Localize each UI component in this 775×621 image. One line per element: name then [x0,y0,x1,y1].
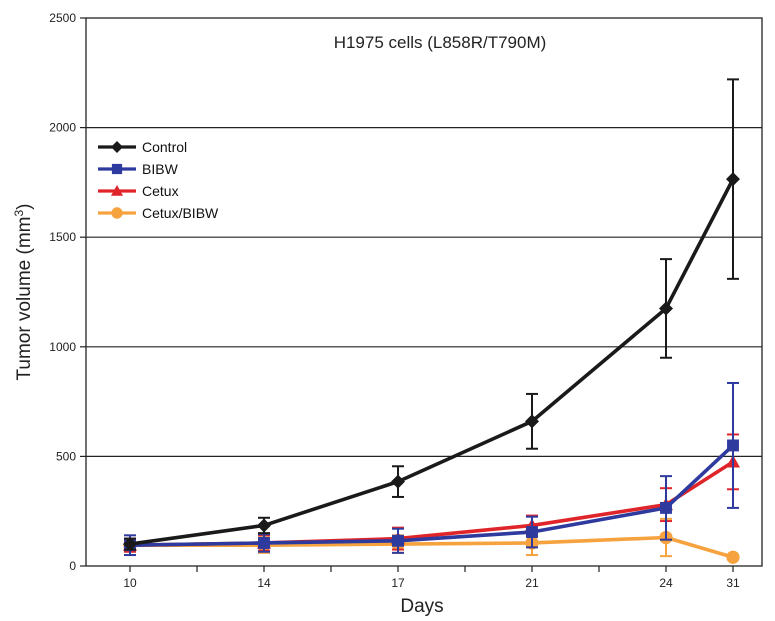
data-point [659,301,673,316]
legend: Control BIBW Cetux Cetux/BIBW [98,139,219,221]
data-point [660,501,672,514]
data-point [257,518,271,533]
data-point [726,550,740,564]
data-point [726,172,740,187]
x-axis-ticks: 10 14 17 21 24 31 [123,566,740,590]
x-tick-label: 14 [257,576,271,590]
legend-label: Control [142,139,187,155]
x-axis-title: Days [400,596,443,617]
data-point [727,439,739,452]
y-axis-title-close: ) [14,204,35,210]
y-tick-label: 0 [69,559,76,573]
y-tick-label: 2500 [49,11,76,25]
series-cetux-bibw [123,517,740,564]
y-axis-title-superscript: 3 [12,210,26,217]
legend-item-cetux: Cetux [98,183,179,199]
x-tick-label: 17 [391,576,405,590]
data-point [526,526,538,538]
x-tick-label: 31 [726,576,740,590]
series-control [123,78,740,552]
chart-title: H1975 cells (L858R/T790M) [334,33,547,52]
legend-item-bibw: BIBW [98,161,179,177]
data-point [525,414,539,429]
legend-marker [111,163,123,175]
series-line [129,178,735,546]
legend-marker [111,207,123,219]
y-tick-label: 500 [56,449,76,463]
series-bibw [124,381,739,557]
data-point [258,537,270,549]
data-point [392,534,404,547]
series-line [129,444,735,547]
legend-marker [111,141,123,153]
x-tick-label: 21 [525,576,539,590]
grid-lines [86,126,762,457]
y-tick-label: 2000 [49,121,76,135]
y-axis-title-main: Tumor volume (mm [14,217,35,381]
y-tick-label: 1000 [49,340,76,354]
axes [85,17,763,567]
x-tick-label: 24 [659,576,673,590]
y-axis-ticks: 0 500 1000 1500 2000 2500 [49,11,86,573]
legend-item-control: Control [98,139,187,155]
legend-item-cetux-bibw: Cetux/BIBW [98,205,219,221]
plot-frame [85,17,763,567]
legend-label: BIBW [142,161,179,177]
data-point [123,537,137,552]
series-group [123,78,740,564]
y-tick-label: 1500 [49,230,76,244]
series-line [130,535,734,559]
legend-label: Cetux [142,183,179,199]
y-axis-title: Tumor volume (mm3) [12,204,35,381]
data-point [391,474,405,489]
legend-label: Cetux/BIBW [142,205,219,221]
legend-marker [111,185,123,196]
series-cetux [123,433,740,553]
x-tick-label: 10 [123,576,137,590]
